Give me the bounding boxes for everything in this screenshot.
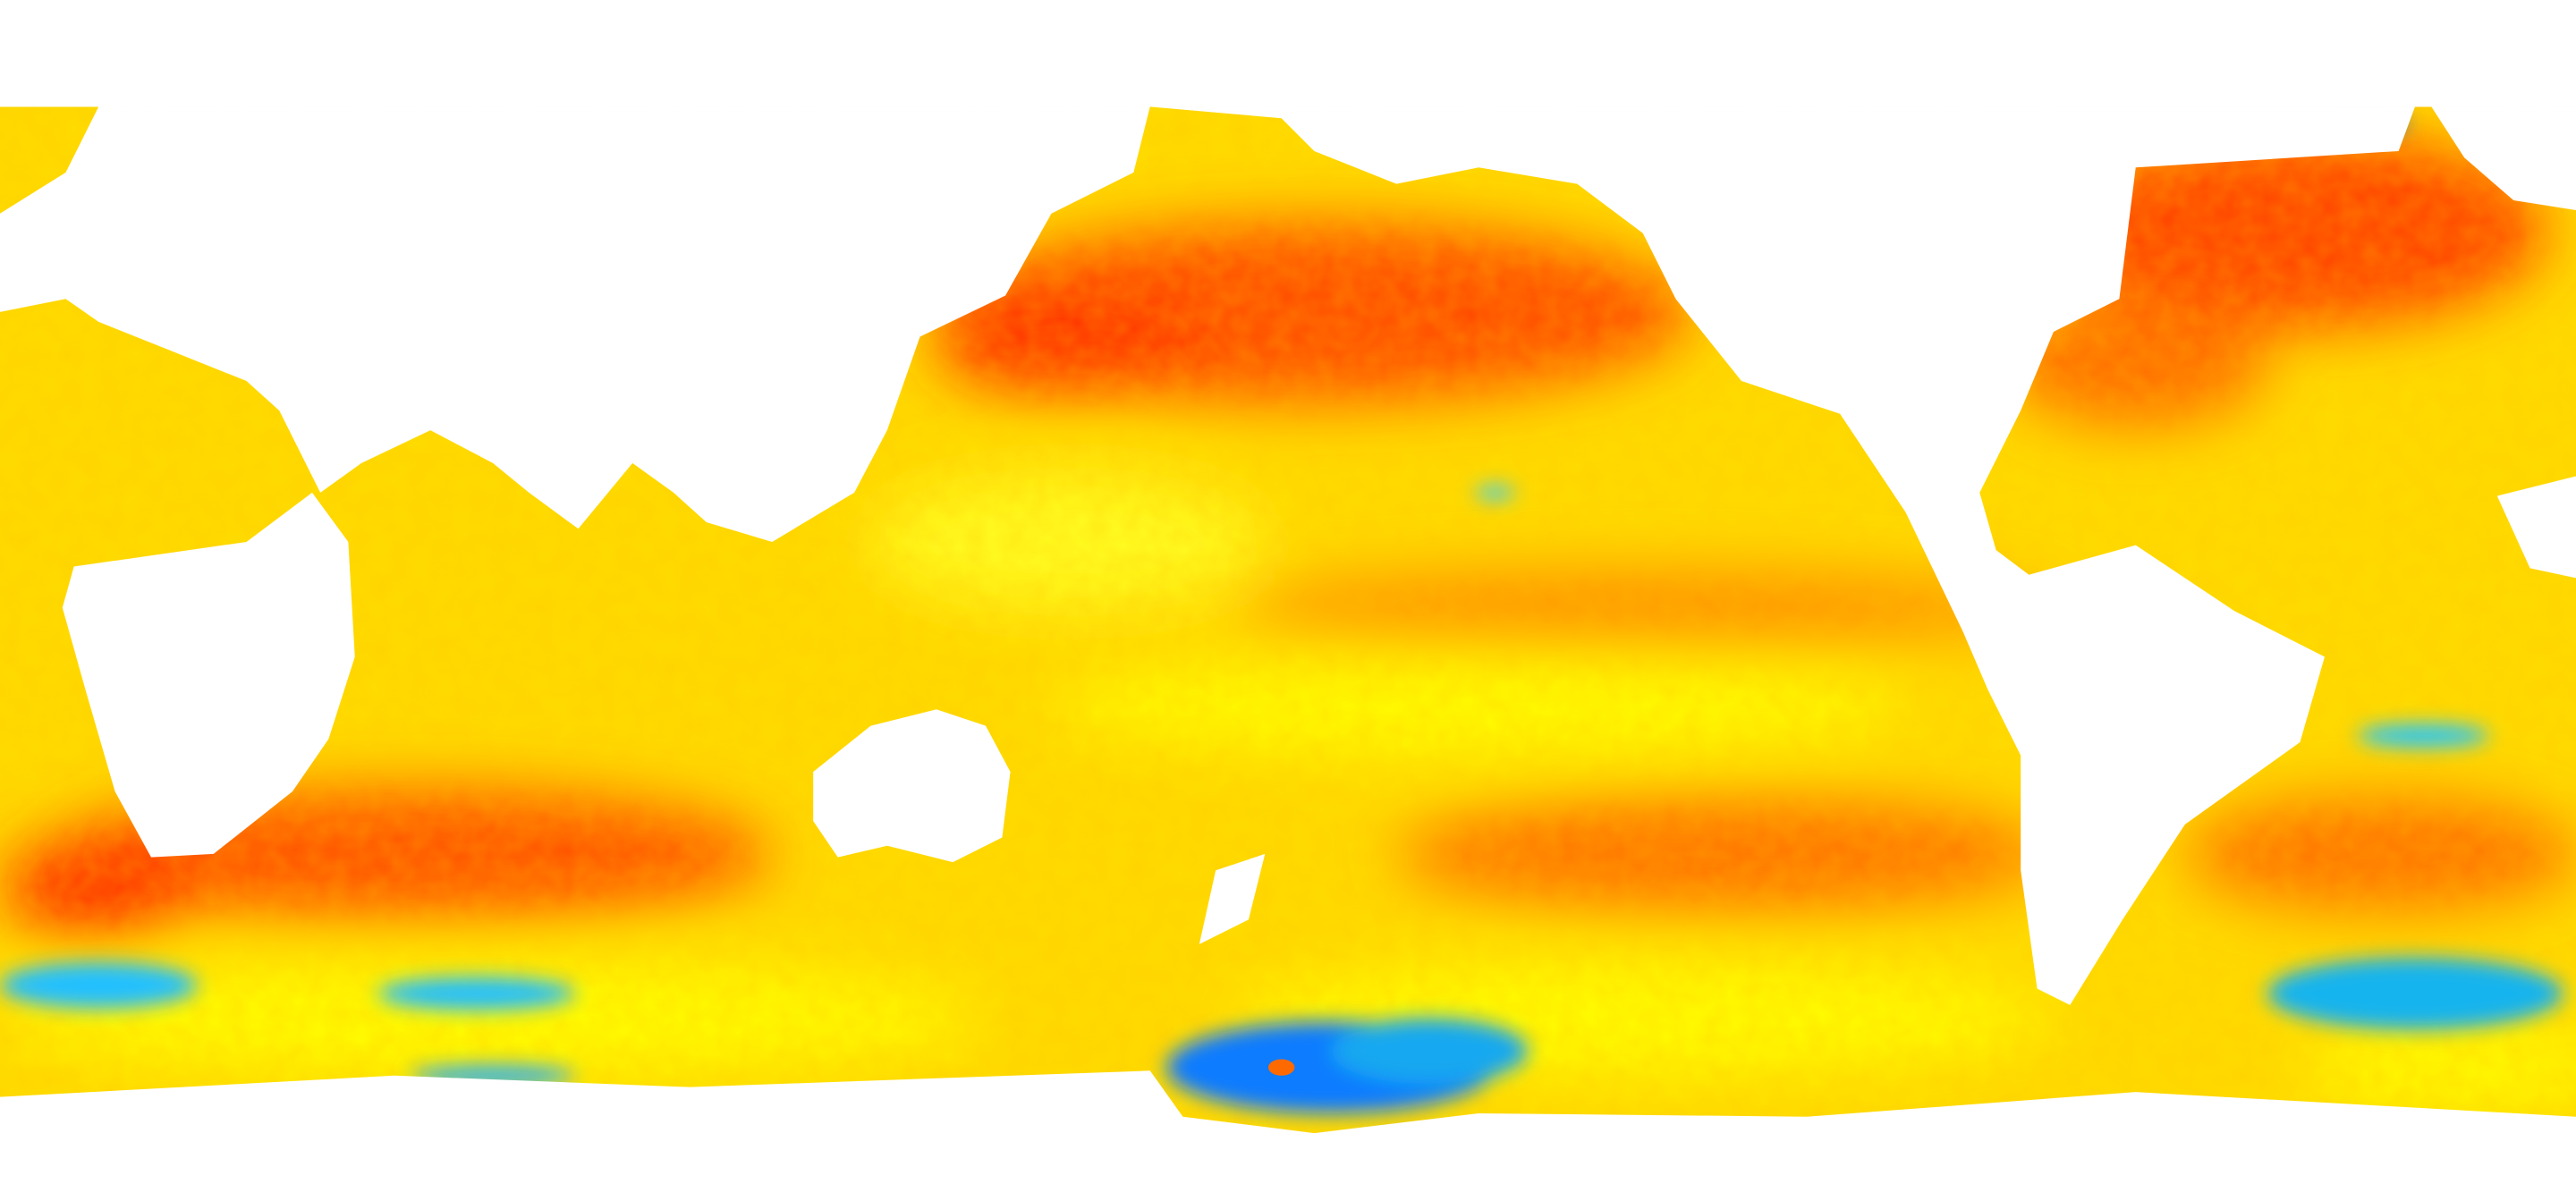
cold-patches	[0, 113, 2563, 1114]
warm-spot	[1267, 1059, 1295, 1076]
